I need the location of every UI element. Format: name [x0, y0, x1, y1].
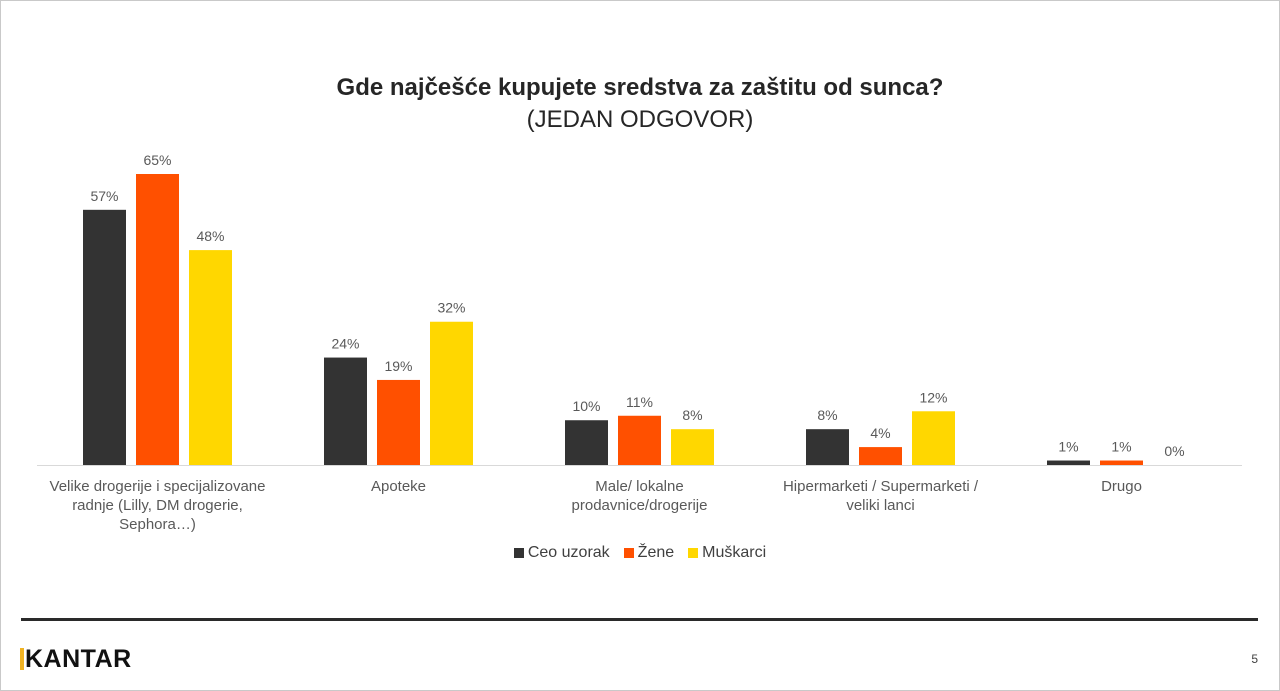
- data-label: 12%: [919, 389, 947, 405]
- bar: [324, 357, 367, 465]
- bar: [859, 447, 902, 465]
- page-number: 5: [1251, 652, 1258, 666]
- bar: [1047, 460, 1090, 465]
- data-label: 57%: [90, 188, 118, 204]
- legend-label: Muškarci: [702, 544, 767, 561]
- data-label: 11%: [626, 394, 653, 410]
- footer-divider: [21, 618, 1258, 621]
- bar-chart: 57% 65% 48% Velike drogerije i specijalizov…: [37, 152, 1242, 533]
- category-label: Velike drogerije i specijalizovane: [50, 478, 266, 495]
- category-label: Drugo: [1101, 478, 1142, 495]
- data-label: 65%: [143, 152, 171, 168]
- legend-label: Ceo uzorak: [527, 544, 610, 561]
- logo-mark-icon: [20, 648, 24, 670]
- data-label: 0%: [1164, 443, 1184, 459]
- bar: [1100, 460, 1143, 465]
- kantar-logo: KANTAR: [20, 644, 132, 673]
- legend-swatch: [513, 548, 524, 558]
- chart-title: Gde najčešće kupujete sredstva za zaštit…: [336, 74, 944, 101]
- data-label: 1%: [1111, 439, 1131, 455]
- legend-label: Žene: [637, 544, 675, 561]
- category-label: veliki lanci: [846, 497, 914, 514]
- data-label: 8%: [817, 407, 837, 423]
- legend-item: Ceo uzorak: [513, 544, 610, 562]
- bar: [189, 250, 232, 465]
- bar: [806, 429, 849, 465]
- bar: [83, 209, 126, 465]
- category-label: radnje (Lilly, DM drogerie,: [72, 497, 243, 514]
- data-label: 1%: [1058, 439, 1078, 455]
- bar: [565, 420, 608, 465]
- bar: [618, 415, 661, 465]
- data-label: 32%: [437, 300, 465, 316]
- category-label: Sephora…): [119, 516, 196, 533]
- chart-subtitle: (JEDAN ODGOVOR): [526, 106, 754, 133]
- category-label: Apoteke: [371, 478, 426, 495]
- legend-swatch: [688, 548, 699, 558]
- data-label: 4%: [870, 425, 890, 441]
- data-label: 48%: [196, 228, 224, 244]
- legend-item: Žene: [623, 544, 675, 562]
- bar: [377, 379, 420, 465]
- data-label: 19%: [384, 358, 412, 374]
- data-label: 24%: [331, 336, 359, 352]
- category-label: Hipermarketi / Supermarketi /: [783, 478, 979, 495]
- data-label: 8%: [682, 407, 702, 423]
- data-label: 10%: [572, 398, 600, 414]
- legend-item: Muškarci: [688, 544, 766, 562]
- legend-swatch: [623, 548, 634, 558]
- category-label: Male/ lokalne: [595, 478, 683, 495]
- chart-legend: Ceo uzorak Žene Muškarci: [0, 544, 1280, 562]
- bar: [912, 411, 955, 465]
- bar: [671, 429, 714, 465]
- category-label: prodavnice/drogerije: [572, 497, 708, 514]
- logo-text: KANTAR: [25, 644, 132, 673]
- bar: [430, 321, 473, 465]
- bar: [136, 174, 179, 465]
